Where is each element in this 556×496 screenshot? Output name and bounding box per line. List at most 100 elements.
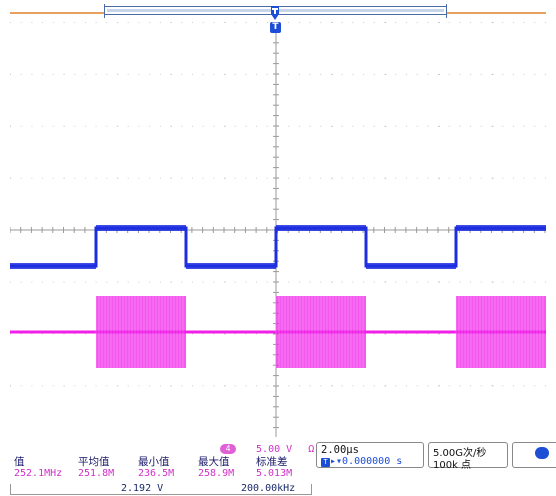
grid-minor-point [159, 177, 161, 179]
trigger-panel[interactable] [512, 442, 556, 468]
grid-minor-point [320, 281, 322, 283]
grid-minor-point [438, 177, 439, 179]
grid-minor-point [502, 73, 504, 75]
grid-minor-point [181, 73, 183, 75]
grid-minor-point [545, 22, 546, 23]
grid-minor-point [117, 281, 118, 283]
grid-minor-point [52, 22, 54, 23]
grid-minor-point [341, 177, 343, 179]
grid-minor-point [191, 385, 193, 387]
grid-minor-point [384, 177, 386, 179]
grid-minor-point [341, 281, 343, 283]
grid-minor-point [470, 385, 472, 387]
grid-minor-point [448, 177, 450, 179]
grid-minor-point [331, 22, 332, 23]
grid-minor-point [63, 73, 65, 75]
grid-minor-point [405, 125, 407, 127]
grid-minor-point [170, 125, 172, 127]
grid-minor-point [213, 385, 215, 387]
grid-minor-point [117, 73, 118, 75]
grid-minor-point [170, 73, 172, 75]
grid-minor-point [224, 22, 225, 23]
grid-minor-point [502, 385, 504, 387]
grid-minor-point [405, 22, 407, 23]
grid-minor-point [213, 333, 215, 335]
grid-minor-point [245, 73, 247, 75]
grid-minor-point [384, 73, 386, 75]
grid-minor-point [127, 73, 129, 75]
grid-minor-point [427, 281, 429, 283]
trigger-position-value: 0.000000 s [342, 456, 403, 467]
grid-minor-point [363, 177, 365, 179]
grid-minor-point [256, 125, 258, 127]
grid-point [492, 177, 494, 179]
grid-minor-point [448, 385, 450, 387]
grid-minor-point [373, 22, 375, 23]
timebase-panel[interactable]: 2.00µs T ▸▾0.000000 s [316, 442, 424, 468]
grid-minor-point [373, 177, 375, 179]
channel-4-readout[interactable]: 4 5.00 V Ω [220, 444, 314, 456]
grid-minor-point [523, 177, 525, 179]
measure-col-max: 最大值 258.9M [198, 456, 234, 480]
grid-point [385, 177, 387, 179]
grid-minor-point [202, 333, 204, 335]
grid-minor-point [106, 281, 108, 283]
trigger-position-marker[interactable] [267, 6, 283, 34]
grid-minor-point [202, 177, 204, 179]
grid-minor-point [320, 73, 322, 75]
grid-point [385, 73, 387, 75]
grid-minor-point [352, 385, 354, 387]
grid-minor-point [266, 73, 268, 75]
acquisition-panel[interactable]: 5.00G次/秒 100k 点 [428, 442, 508, 471]
grid-minor-point [213, 177, 215, 179]
grid-minor-point [405, 73, 407, 75]
trigger-arrow-glyph: ▸▾ [330, 456, 343, 467]
measure-value: 5.013M [256, 468, 293, 479]
grid-minor-point [491, 177, 493, 179]
grid-minor-point [95, 385, 97, 387]
grid-minor-point [341, 73, 343, 75]
grid-minor-point [395, 385, 397, 387]
grid-minor-point [20, 177, 22, 179]
grid-minor-point [52, 73, 54, 75]
grid-minor-point [159, 125, 161, 127]
grid-minor-point [127, 22, 129, 23]
trigger-t-icon: T [321, 458, 330, 467]
grid-minor-point [234, 385, 236, 387]
grid-minor-point [245, 333, 247, 335]
grid-minor-point [202, 73, 204, 75]
waveform-display[interactable] [10, 22, 546, 437]
grid-minor-point [480, 177, 482, 179]
grid-minor-point [10, 22, 11, 23]
grid-minor-point [63, 177, 65, 179]
grid-minor-point [470, 22, 472, 23]
grid-minor-point [149, 73, 151, 75]
grid-minor-point [234, 177, 236, 179]
grid-minor-point [373, 385, 375, 387]
grid-minor-point [448, 22, 450, 23]
grid-minor-point [448, 333, 450, 335]
grid-minor-point [74, 125, 76, 127]
grid-minor-point [10, 281, 11, 283]
grid-minor-point [448, 73, 450, 75]
grid-minor-point [138, 73, 140, 75]
grid-minor-point [234, 125, 236, 127]
grid-point [385, 333, 387, 335]
grid-minor-point [331, 73, 332, 75]
grid-minor-point [138, 22, 140, 23]
grid-minor-point [256, 177, 258, 179]
measurement-table[interactable]: 值 252.1MHz 平均值 251.8M 最小值 236.5M 最大值 258… [10, 456, 310, 486]
grid-minor-point [159, 281, 161, 283]
grid-minor-point [149, 281, 151, 283]
grid-minor-point [459, 73, 461, 75]
graticule-svg [10, 22, 546, 437]
waveforms [10, 225, 546, 368]
grid-minor-point [117, 22, 118, 23]
grid-minor-point [52, 385, 54, 387]
grid-minor-point [480, 281, 482, 283]
grid-minor-point [63, 385, 65, 387]
grid-minor-point [234, 73, 236, 75]
grid-minor-point [149, 385, 151, 387]
grid-minor-point [52, 177, 54, 179]
grid-minor-point [438, 22, 439, 23]
